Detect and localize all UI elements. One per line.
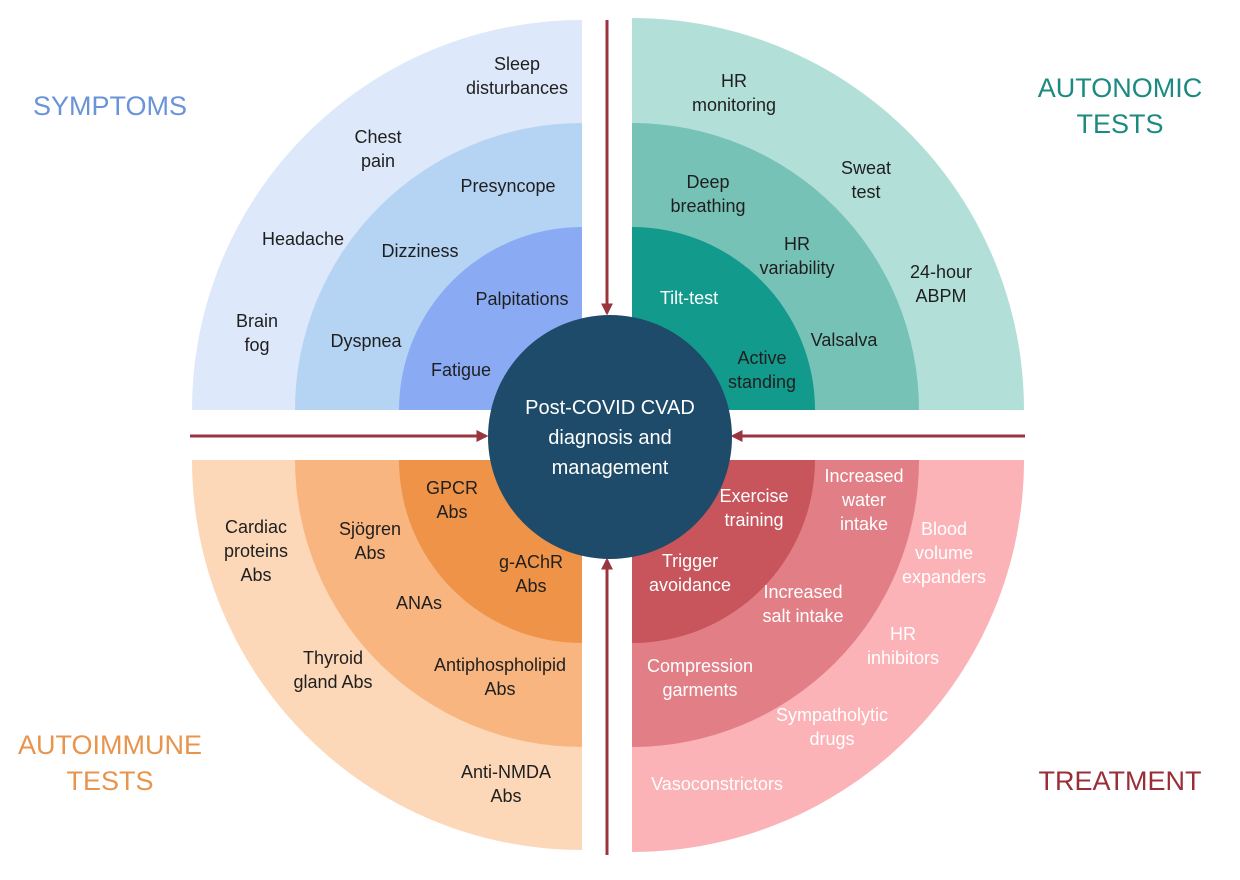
- center-label: Post-COVID CVAD diagnosis and management: [525, 397, 695, 479]
- treatment-title: TREATMENT: [1038, 766, 1202, 796]
- symptom-headache: Headache: [261, 229, 345, 249]
- test-tilt-test: Tilt-test: [659, 288, 719, 308]
- test-hr-variability: HR variability: [759, 234, 835, 278]
- treatment-increased-salt-intake: Increased salt intake: [762, 582, 844, 626]
- symptom-presyncope: Presyncope: [460, 176, 556, 196]
- treatment-exercise-training: Exercise training: [719, 486, 789, 530]
- autonomic-tests-title: AUTONOMIC TESTS: [1037, 73, 1203, 139]
- symptom-sleep-disturbances: Sleep disturbances: [465, 54, 569, 98]
- test-sweat-test: Sweat test: [840, 158, 892, 202]
- ab-anti-nmda: Anti-NMDA Abs: [460, 762, 552, 806]
- test-valsalva: Valsalva: [810, 330, 878, 350]
- treatment-trigger-avoidance: Trigger avoidance: [648, 551, 732, 595]
- autoimmune-tests-title: AUTOIMMUNE TESTS: [17, 730, 202, 796]
- treatment-hr-inhibitors: HR inhibitors: [866, 624, 940, 668]
- test-24-hour-abpm: 24-hour ABPM: [909, 262, 973, 306]
- symptom-brain-fog: Brain fog: [235, 311, 279, 355]
- test-deep-breathing: Deep breathing: [670, 172, 746, 216]
- treatment-compression-garments: Compression garments: [646, 656, 754, 700]
- treatment-increased-water-intake: Increased water intake: [824, 466, 904, 534]
- ab-thyroid-gland: Thyroid gland Abs: [293, 648, 373, 692]
- symptom-fatigue: Fatigue: [430, 360, 492, 380]
- center-circle: [488, 315, 732, 559]
- treatment-vasoconstrictors: Vasoconstrictors: [651, 774, 783, 794]
- ab-g-achr: g-AChR Abs: [498, 552, 564, 596]
- quadrants: [192, 18, 1024, 852]
- symptoms-title: SYMPTOMS: [32, 91, 188, 121]
- ab-anas: ANAs: [395, 593, 443, 613]
- symptom-palpitations: Palpitations: [475, 289, 569, 309]
- ab-cardiac-proteins: Cardiac proteins Abs: [223, 517, 289, 585]
- ab-antiphospholipid: Antiphospholipid Abs: [433, 655, 567, 699]
- symptom-dyspnea: Dyspnea: [330, 331, 402, 351]
- treatment-sympatholytic-drugs: Sympatholytic drugs: [775, 705, 889, 749]
- symptom-dizziness: Dizziness: [381, 241, 459, 261]
- ab-gpcr: GPCR Abs: [425, 478, 479, 522]
- treatment-blood-volume-expanders: Blood volume expanders: [901, 519, 987, 587]
- test-hr-monitoring: HR monitoring: [691, 71, 777, 115]
- symptom-chest-pain: Chest pain: [354, 127, 402, 171]
- arrows: [190, 20, 1025, 855]
- ab-sjogren: Sjögren Abs: [338, 519, 402, 563]
- test-active-standing: Active standing: [727, 348, 797, 392]
